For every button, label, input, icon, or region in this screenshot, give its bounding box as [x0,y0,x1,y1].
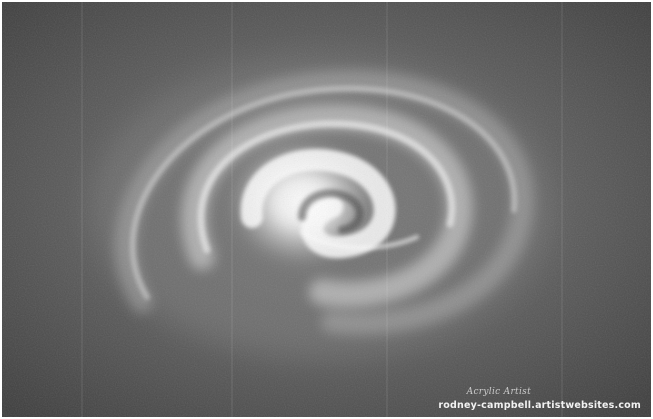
website-watermark: rodney-campbell.artistwebsites.com [438,400,641,411]
artist-signature: Acrylic Artist [466,387,531,397]
